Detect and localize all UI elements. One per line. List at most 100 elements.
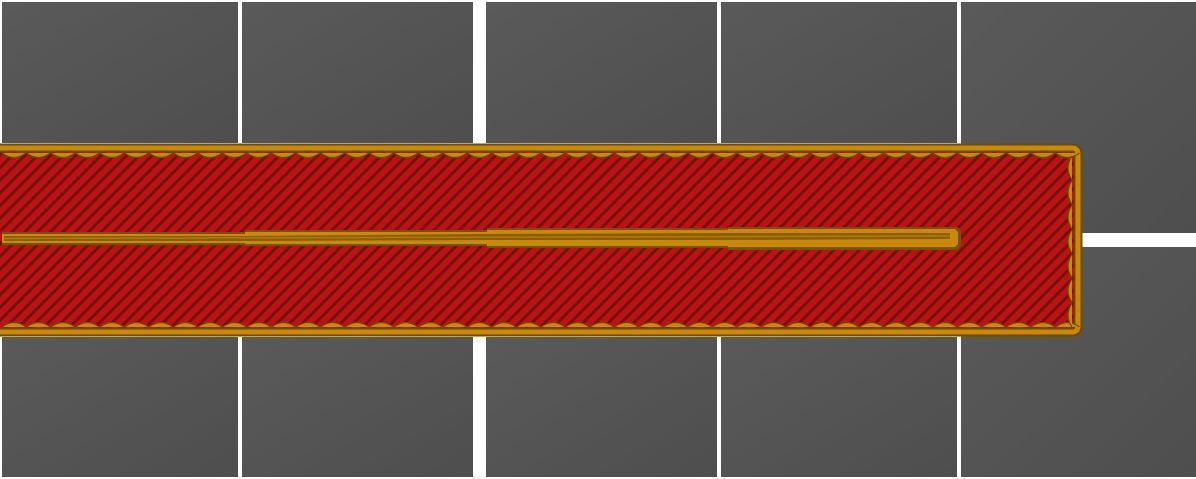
perimeter-bead — [883, 321, 909, 328]
bed-tile — [2, 337, 238, 477]
perimeter-bead — [957, 152, 982, 159]
perimeter-bead — [883, 152, 909, 159]
perimeter-bead — [173, 152, 198, 159]
perimeter-bead — [344, 321, 370, 328]
center-slot-perimeter — [2, 227, 961, 250]
perimeter-bead — [124, 321, 149, 328]
perimeter-bead — [99, 152, 125, 159]
perimeter-bead — [1006, 152, 1031, 159]
perimeter-bead — [834, 321, 860, 328]
perimeter-bead — [173, 321, 198, 328]
perimeter-bead — [1067, 302, 1073, 328]
perimeter-bead — [295, 321, 321, 328]
perimeter-bead — [222, 152, 247, 159]
perimeter-bead — [1067, 180, 1073, 205]
perimeter-bead — [1030, 321, 1056, 328]
perimeter-bead — [75, 321, 100, 328]
perimeter-bead — [1, 321, 27, 328]
perimeter-bead — [124, 152, 149, 159]
perimeter-bead — [785, 321, 811, 328]
perimeter-bead-top — [1, 152, 1080, 159]
perimeter-bead — [638, 321, 664, 328]
perimeter-bead — [393, 152, 419, 159]
perimeter-bead — [148, 152, 174, 159]
perimeter-bead — [589, 152, 615, 159]
perimeter-bead — [26, 152, 51, 159]
perimeter-bead — [442, 321, 468, 328]
perimeter-bead — [1067, 204, 1073, 230]
perimeter-bead — [736, 152, 762, 159]
perimeter-bead — [1067, 155, 1073, 181]
perimeter-bead — [393, 321, 419, 328]
perimeter-bead — [418, 321, 443, 328]
perimeter-bead — [565, 152, 590, 159]
perimeter-bead — [736, 321, 762, 328]
bed-tile — [242, 337, 473, 477]
perimeter-bead — [148, 321, 174, 328]
perimeter-bead — [418, 152, 443, 159]
perimeter-bead — [834, 152, 860, 159]
perimeter-bead — [589, 321, 615, 328]
perimeter-bead — [932, 152, 958, 159]
perimeter-bead — [442, 152, 468, 159]
perimeter-bead — [271, 152, 296, 159]
perimeter-bead — [638, 152, 664, 159]
perimeter-bead — [320, 321, 345, 328]
perimeter-bead — [246, 321, 272, 328]
perimeter-bead — [785, 152, 811, 159]
perimeter-bead — [491, 321, 517, 328]
perimeter-bead — [908, 321, 933, 328]
bed-tile — [486, 2, 717, 143]
perimeter-bead — [344, 152, 370, 159]
perimeter-bead — [565, 321, 590, 328]
perimeter-bead — [1, 152, 27, 159]
perimeter-bead — [540, 321, 566, 328]
perimeter-bead — [981, 152, 1007, 159]
perimeter-bead — [1067, 253, 1073, 279]
perimeter-bead — [222, 321, 247, 328]
perimeter-bead — [932, 321, 958, 328]
perimeter-bead — [663, 152, 688, 159]
perimeter-bead — [246, 152, 272, 159]
perimeter-bead — [1006, 321, 1031, 328]
perimeter-bead — [908, 152, 933, 159]
bed-tile — [721, 337, 957, 477]
perimeter-bead — [271, 321, 296, 328]
perimeter-bead-bottom — [1, 321, 1080, 328]
perimeter-bead — [369, 152, 394, 159]
perimeter-bead — [197, 321, 223, 328]
bed-tile — [721, 2, 957, 143]
perimeter-bead — [663, 321, 688, 328]
perimeter-bead — [957, 321, 982, 328]
perimeter-bead — [1030, 152, 1056, 159]
perimeter-bead — [981, 321, 1007, 328]
perimeter-bead-right — [1067, 155, 1073, 328]
perimeter-bead — [295, 152, 321, 159]
perimeter-bead — [99, 321, 125, 328]
perimeter-bead — [540, 152, 566, 159]
perimeter-bead — [810, 321, 835, 328]
perimeter-bead — [369, 321, 394, 328]
outer-perimeter-highlight — [0, 145, 1081, 335]
bed-tile — [2, 2, 238, 143]
perimeter-bead — [761, 152, 786, 159]
perimeter-bead — [712, 152, 737, 159]
perimeter-bead — [859, 321, 884, 328]
perimeter-bead — [614, 321, 639, 328]
perimeter-bead — [320, 152, 345, 159]
perimeter-bead — [687, 321, 713, 328]
perimeter-bead — [516, 152, 541, 159]
perimeter-bead — [197, 152, 223, 159]
perimeter-bead — [491, 152, 517, 159]
perimeter-bead — [712, 321, 737, 328]
perimeter-bead — [859, 152, 884, 159]
perimeter-bead — [75, 152, 100, 159]
perimeter-bead — [1055, 152, 1080, 159]
perimeter-bead — [687, 152, 713, 159]
perimeter-bead — [467, 321, 492, 328]
perimeter-bead — [761, 321, 786, 328]
perimeter-bead — [1067, 229, 1073, 254]
